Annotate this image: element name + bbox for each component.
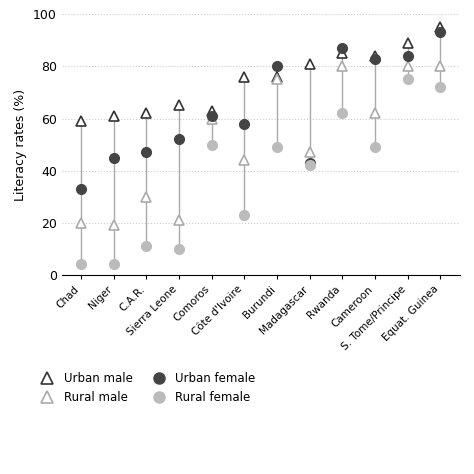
Y-axis label: Literacy rates (%): Literacy rates (%) — [14, 89, 27, 201]
Legend: Urban male, Rural male, Urban female, Rural female: Urban male, Rural male, Urban female, Ru… — [36, 372, 255, 404]
